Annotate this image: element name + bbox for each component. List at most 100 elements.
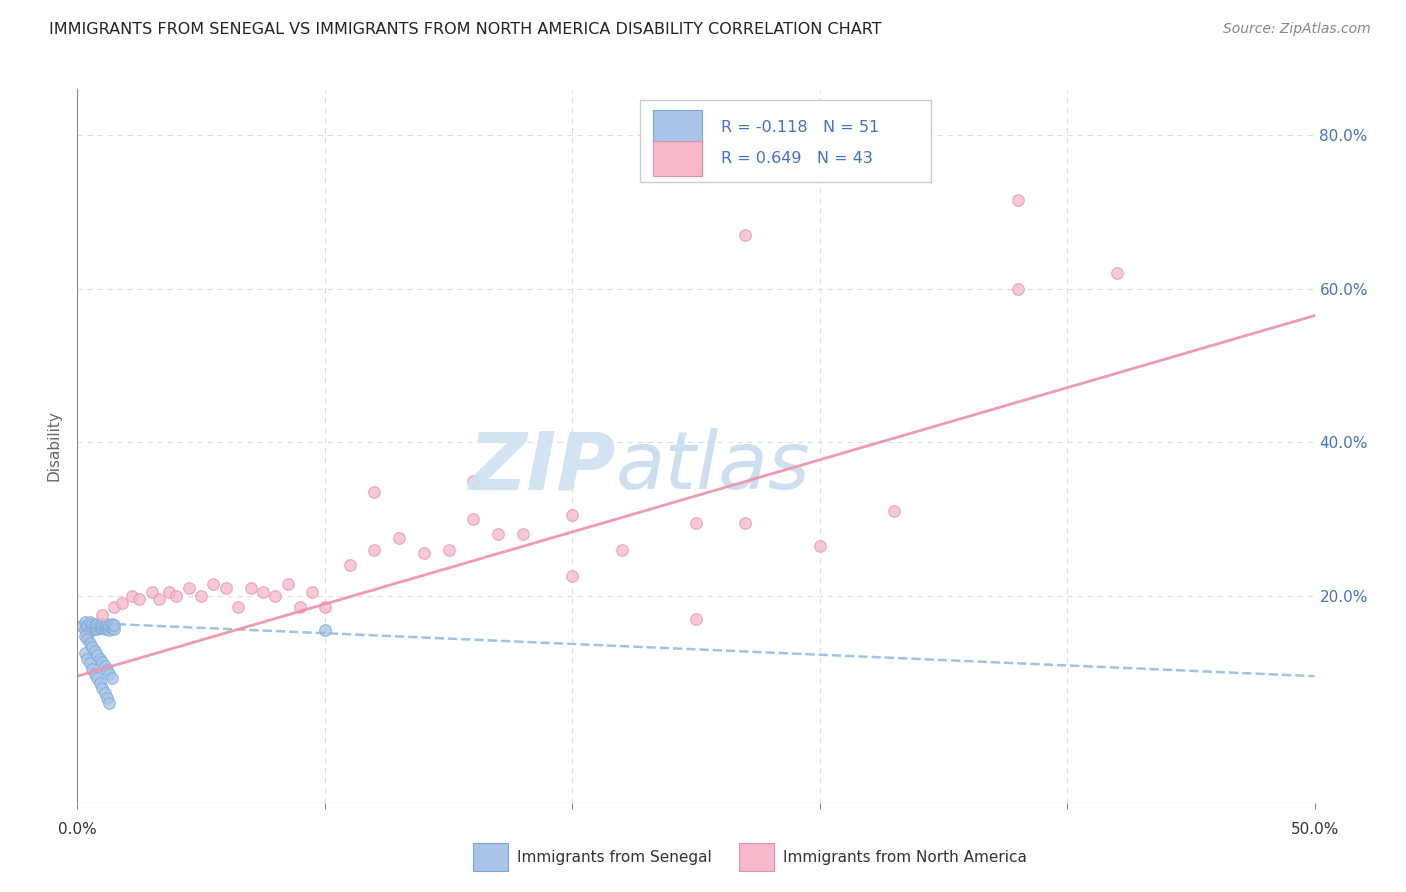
Text: R = 0.649   N = 43: R = 0.649 N = 43 xyxy=(721,151,873,166)
Point xyxy=(83,666,105,681)
Text: 0.0%: 0.0% xyxy=(58,822,97,837)
Point xyxy=(388,531,411,545)
Point xyxy=(141,584,163,599)
Point xyxy=(86,617,108,632)
FancyBboxPatch shape xyxy=(640,100,931,182)
Point xyxy=(79,656,101,670)
Point xyxy=(98,623,121,637)
Point xyxy=(363,485,385,500)
Point xyxy=(91,617,114,632)
Point xyxy=(93,617,115,632)
Point xyxy=(148,592,170,607)
Point xyxy=(215,581,238,595)
Text: 50.0%: 50.0% xyxy=(1291,822,1339,837)
Text: Immigrants from North America: Immigrants from North America xyxy=(783,849,1026,864)
Point xyxy=(463,474,485,488)
Point xyxy=(96,617,118,632)
Point xyxy=(83,617,105,632)
Point xyxy=(86,672,108,686)
Point xyxy=(93,622,115,636)
Point xyxy=(1007,282,1029,296)
Point xyxy=(412,546,434,560)
Point xyxy=(734,516,756,530)
Point xyxy=(89,621,111,635)
Point xyxy=(83,644,105,658)
Point xyxy=(301,584,323,599)
FancyBboxPatch shape xyxy=(474,844,508,871)
Point xyxy=(883,504,905,518)
Point xyxy=(685,516,707,530)
Point xyxy=(98,696,121,710)
Point xyxy=(177,581,200,595)
Point xyxy=(76,619,98,633)
Text: Source: ZipAtlas.com: Source: ZipAtlas.com xyxy=(1223,22,1371,37)
FancyBboxPatch shape xyxy=(652,141,702,176)
Point xyxy=(157,584,180,599)
Text: Immigrants from Senegal: Immigrants from Senegal xyxy=(516,849,711,864)
Point xyxy=(202,577,225,591)
Point xyxy=(86,648,108,662)
Point xyxy=(82,623,104,637)
Point xyxy=(101,671,124,685)
Point xyxy=(288,600,311,615)
Point xyxy=(226,600,249,615)
Point xyxy=(808,539,831,553)
Point xyxy=(86,622,108,636)
Point xyxy=(339,558,361,572)
Text: R = -0.118   N = 51: R = -0.118 N = 51 xyxy=(721,120,879,135)
Point xyxy=(363,542,385,557)
Text: ZIP: ZIP xyxy=(468,428,616,507)
Point xyxy=(190,589,212,603)
Point xyxy=(93,659,115,673)
Text: IMMIGRANTS FROM SENEGAL VS IMMIGRANTS FROM NORTH AMERICA DISABILITY CORRELATION : IMMIGRANTS FROM SENEGAL VS IMMIGRANTS FR… xyxy=(49,22,882,37)
Point xyxy=(82,661,104,675)
Point xyxy=(72,619,94,633)
Point xyxy=(486,527,509,541)
FancyBboxPatch shape xyxy=(740,844,773,871)
Point xyxy=(93,686,115,700)
Point xyxy=(252,584,274,599)
Point xyxy=(128,592,150,607)
Point xyxy=(82,640,104,654)
Point xyxy=(76,651,98,665)
Point xyxy=(73,615,96,630)
Point xyxy=(91,656,114,670)
Point xyxy=(561,508,583,522)
Point xyxy=(76,627,98,641)
Point xyxy=(73,646,96,660)
Point xyxy=(512,527,534,541)
Point xyxy=(277,577,299,591)
Point xyxy=(89,617,111,632)
Point xyxy=(561,569,583,583)
Point xyxy=(79,615,101,630)
Point xyxy=(314,600,336,615)
Point xyxy=(610,542,633,557)
Point xyxy=(121,589,143,603)
Point xyxy=(103,617,125,632)
Text: atlas: atlas xyxy=(616,428,810,507)
Point xyxy=(103,622,125,636)
Point xyxy=(463,512,485,526)
Point xyxy=(314,623,336,637)
Point xyxy=(96,663,118,677)
Point xyxy=(91,621,114,635)
Point xyxy=(101,621,124,635)
Point xyxy=(734,227,756,242)
Point xyxy=(83,621,105,635)
Point xyxy=(96,690,118,705)
Point xyxy=(1007,194,1029,208)
Point xyxy=(76,632,98,647)
Point xyxy=(79,623,101,637)
Point xyxy=(103,600,125,615)
Point xyxy=(82,617,104,632)
Point xyxy=(73,628,96,642)
Point xyxy=(98,619,121,633)
Point xyxy=(165,589,187,603)
Point xyxy=(91,681,114,695)
Point xyxy=(91,607,114,622)
Point xyxy=(73,623,96,637)
Point xyxy=(239,581,262,595)
Point xyxy=(264,589,287,603)
Point xyxy=(79,636,101,650)
Point xyxy=(1105,266,1128,280)
